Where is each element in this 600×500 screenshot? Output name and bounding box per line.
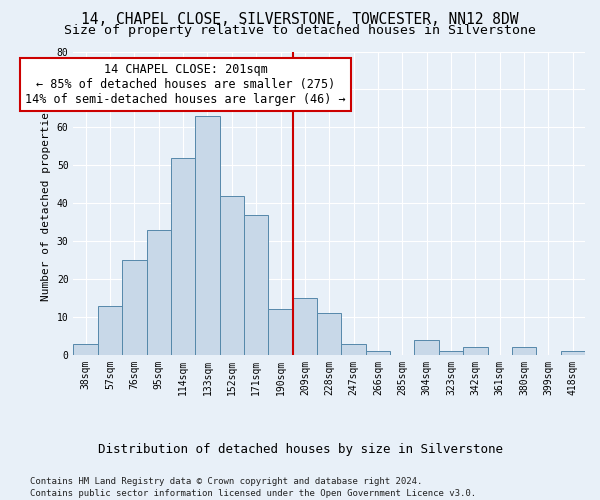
Bar (317, 313, 341, 355)
Y-axis label: Number of detached properties: Number of detached properties (41, 106, 51, 301)
Bar (341, 344, 366, 355)
Bar (244, 214, 268, 355)
Bar (220, 196, 244, 355)
Text: Contains HM Land Registry data © Crown copyright and database right 2024.: Contains HM Land Registry data © Crown c… (30, 478, 422, 486)
Bar (293, 298, 317, 355)
Bar (463, 348, 488, 355)
Text: 14, CHAPEL CLOSE, SILVERSTONE, TOWCESTER, NN12 8DW: 14, CHAPEL CLOSE, SILVERSTONE, TOWCESTER… (81, 12, 519, 28)
Bar (98, 306, 122, 355)
Text: Size of property relative to detached houses in Silverstone: Size of property relative to detached ho… (64, 24, 536, 37)
Bar (512, 348, 536, 355)
Bar (73, 344, 98, 355)
Bar (122, 260, 146, 355)
Text: 14 CHAPEL CLOSE: 201sqm
← 85% of detached houses are smaller (275)
14% of semi-d: 14 CHAPEL CLOSE: 201sqm ← 85% of detache… (25, 63, 346, 106)
Bar (560, 351, 585, 355)
Bar (415, 340, 439, 355)
Bar (268, 310, 293, 355)
Bar (439, 351, 463, 355)
Bar (146, 230, 171, 355)
Text: Distribution of detached houses by size in Silverstone: Distribution of detached houses by size … (97, 442, 503, 456)
Bar (171, 158, 195, 355)
Text: Contains public sector information licensed under the Open Government Licence v3: Contains public sector information licen… (30, 489, 476, 498)
Bar (366, 351, 390, 355)
Bar (195, 116, 220, 355)
